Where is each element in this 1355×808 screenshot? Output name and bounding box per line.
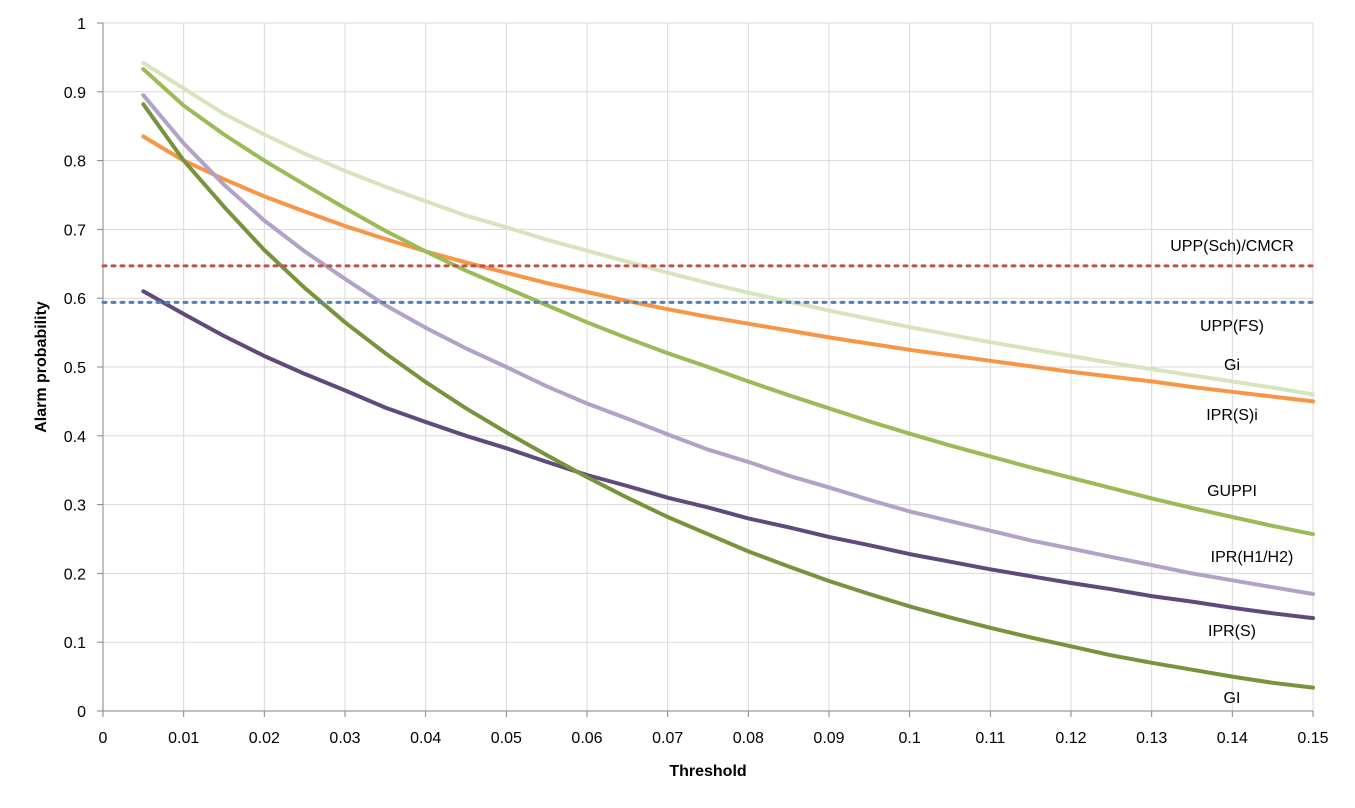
series-labels: Gi IPR(S)i GUPPI IPR(H1/H2) IPR(S) GI UPP(Sch)… — [1170, 238, 1294, 707]
y-axis-title: Alarm probability — [33, 301, 50, 433]
y-tick-label: 0 — [77, 704, 86, 721]
y-tick-label: 0.9 — [64, 85, 86, 102]
y-tick-label: 0.1 — [64, 635, 86, 652]
x-tick-label: 0.13 — [1136, 730, 1167, 747]
series-label-gi: Gi — [1224, 357, 1240, 374]
x-tick-label: 0.15 — [1297, 730, 1328, 747]
series-line-ipr-s-i — [141, 134, 1315, 404]
series-line-ipr-s — [141, 289, 1315, 621]
x-tick-label: 0.02 — [249, 730, 280, 747]
y-tick-label: 0.3 — [64, 498, 86, 515]
series-line-guppi — [141, 67, 1315, 537]
series-line-ipr-h1-h2 — [141, 93, 1315, 596]
x-tick-label: 0.07 — [652, 730, 683, 747]
series-line-gi — [141, 60, 1315, 397]
y-tick-label: 0.6 — [64, 291, 86, 308]
x-tick-label: 0.03 — [329, 730, 360, 747]
series-line-gi — [141, 102, 1315, 690]
axes: 0 0.01 0.02 0.03 0.04 0.05 0.06 0.07 0.08 0.09 0.1… — [64, 16, 1329, 747]
x-tick-label: 0.08 — [733, 730, 764, 747]
y-tick-label: 0.2 — [64, 566, 86, 583]
series-label-ipr-h1-h2: IPR(H1/H2) — [1211, 549, 1294, 566]
series-lines — [101, 60, 1315, 690]
y-tick-label: 0.5 — [64, 360, 86, 377]
series-label-ipr-s: IPR(S) — [1208, 623, 1256, 640]
y-tick-label: 0.4 — [64, 429, 86, 446]
x-tick-label: 0.05 — [491, 730, 522, 747]
series-label-upp-fs: UPP(FS) — [1200, 318, 1264, 335]
x-tick-label: 0.14 — [1217, 730, 1248, 747]
x-tick-label: 0.09 — [813, 730, 844, 747]
x-axis-title: Threshold — [669, 763, 746, 780]
x-tick-label: 0.1 — [899, 730, 921, 747]
series-label-upp-sch-cmcr: UPP(Sch)/CMCR — [1170, 238, 1294, 255]
x-tick-label: 0.12 — [1055, 730, 1086, 747]
y-tick-label: 0.8 — [64, 154, 86, 171]
x-tick-label: 0.06 — [571, 730, 602, 747]
x-tick-label: 0.01 — [168, 730, 199, 747]
y-tick-label: 1 — [77, 16, 86, 33]
gridlines — [103, 22, 1314, 711]
x-tick-label: 0.04 — [410, 730, 441, 747]
series-label-guppi: GUPPI — [1207, 483, 1257, 500]
y-tick-label: 0.7 — [64, 222, 86, 239]
x-tick-label: 0.11 — [975, 730, 1005, 747]
x-tick-label: 0 — [99, 730, 108, 747]
series-label-gi: GI — [1224, 690, 1241, 707]
series-label-ipr-s-i: IPR(S)i — [1206, 407, 1258, 424]
